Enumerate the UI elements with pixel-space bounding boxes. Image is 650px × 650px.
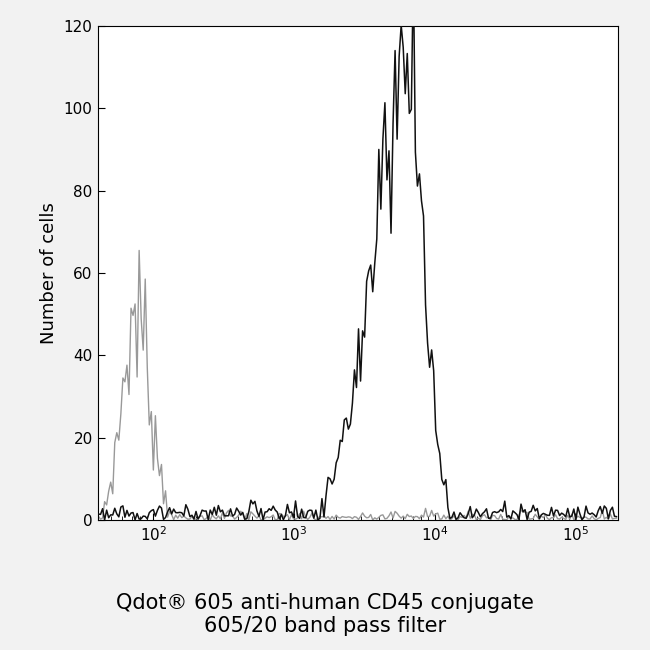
Y-axis label: Number of cells: Number of cells bbox=[40, 202, 58, 344]
Text: Qdot® 605 anti-human CD45 conjugate
605/20 band pass filter: Qdot® 605 anti-human CD45 conjugate 605/… bbox=[116, 593, 534, 636]
